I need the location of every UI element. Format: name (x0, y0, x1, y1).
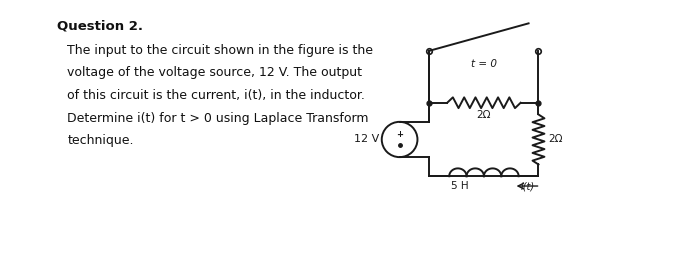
Text: Question 2.: Question 2. (57, 19, 144, 32)
Text: 5 H: 5 H (452, 181, 469, 191)
Text: 2Ω: 2Ω (548, 134, 563, 145)
Text: +: + (396, 130, 403, 139)
Text: 12 V: 12 V (354, 134, 379, 145)
Text: of this circuit is the current, i(t), in the inductor.: of this circuit is the current, i(t), in… (67, 89, 365, 102)
Text: The input to the circuit shown in the figure is the: The input to the circuit shown in the fi… (67, 44, 373, 57)
Text: i(t): i(t) (521, 181, 535, 191)
Text: t = 0: t = 0 (471, 59, 497, 69)
Text: voltage of the voltage source, 12 V. The output: voltage of the voltage source, 12 V. The… (67, 66, 363, 79)
Text: Determine i(t) for t > 0 using Laplace Transform: Determine i(t) for t > 0 using Laplace T… (67, 112, 369, 125)
Text: 2Ω: 2Ω (477, 110, 491, 120)
Text: technique.: technique. (67, 134, 134, 147)
